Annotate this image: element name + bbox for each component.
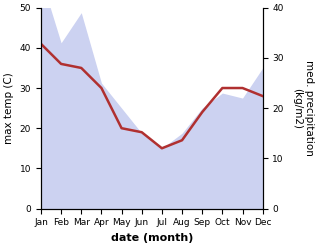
X-axis label: date (month): date (month) xyxy=(111,233,193,243)
Y-axis label: max temp (C): max temp (C) xyxy=(4,72,14,144)
Y-axis label: med. precipitation
(kg/m2): med. precipitation (kg/m2) xyxy=(292,60,314,156)
